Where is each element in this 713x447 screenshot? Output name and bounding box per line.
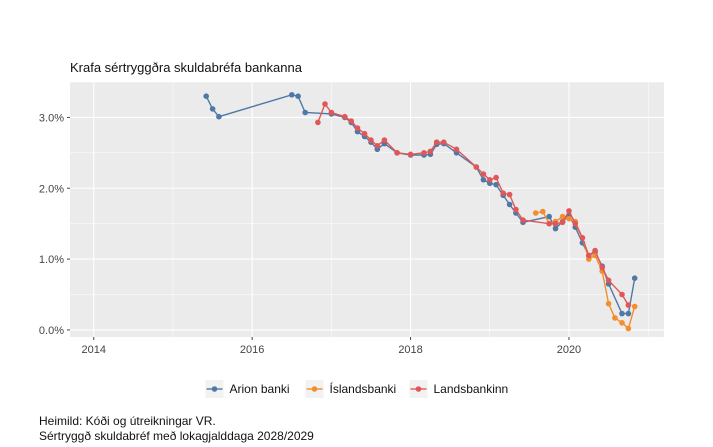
data-point bbox=[612, 315, 618, 321]
legend-key-point bbox=[311, 386, 318, 392]
data-point bbox=[625, 310, 632, 317]
data-point bbox=[473, 164, 480, 170]
data-point bbox=[559, 219, 566, 226]
data-point bbox=[552, 220, 559, 227]
y-tick-label: 1.0% bbox=[39, 254, 64, 266]
data-point bbox=[441, 139, 447, 145]
data-point bbox=[532, 210, 539, 216]
data-point bbox=[295, 93, 301, 99]
legend-label: Arion banki bbox=[230, 382, 290, 396]
grid-lines bbox=[70, 81, 664, 337]
legend-item: Íslandsbanki bbox=[305, 380, 397, 398]
data-point bbox=[625, 302, 632, 308]
data-point bbox=[599, 264, 605, 271]
data-point bbox=[322, 101, 328, 107]
legend-key-point bbox=[211, 386, 218, 392]
data-point bbox=[209, 106, 216, 112]
legend-label: Íslandsbanki bbox=[330, 381, 397, 396]
data-point bbox=[631, 303, 638, 310]
data-point bbox=[546, 213, 552, 220]
data-point bbox=[302, 109, 309, 116]
data-point bbox=[619, 320, 625, 326]
legend-label: Landsbankinn bbox=[434, 382, 509, 396]
series-layer bbox=[203, 92, 638, 332]
y-tick-label: 3.0% bbox=[39, 112, 64, 124]
data-point bbox=[394, 150, 400, 156]
data-point bbox=[619, 310, 625, 317]
data-point bbox=[566, 215, 572, 222]
data-point bbox=[513, 206, 519, 213]
data-point bbox=[289, 92, 295, 98]
data-point bbox=[506, 201, 513, 208]
series-2 bbox=[315, 101, 632, 308]
data-point bbox=[631, 275, 638, 282]
data-point bbox=[348, 118, 355, 124]
data-point bbox=[328, 109, 335, 116]
data-point bbox=[453, 146, 460, 153]
data-point bbox=[540, 208, 546, 215]
y-tick-label: 0.0% bbox=[39, 325, 64, 337]
data-point bbox=[552, 225, 559, 232]
legend-item: Arion banki bbox=[205, 380, 290, 398]
x-tick-label: 2020 bbox=[557, 344, 581, 356]
plot-panel bbox=[70, 82, 664, 337]
chart-title: Krafa sértryggðra skuldabréfa bankanna bbox=[70, 60, 303, 75]
data-point bbox=[421, 150, 427, 156]
data-point bbox=[374, 143, 381, 149]
data-point bbox=[368, 137, 374, 143]
x-tick-label: 2016 bbox=[240, 344, 264, 356]
data-point bbox=[493, 181, 499, 188]
data-point bbox=[566, 208, 572, 214]
data-point bbox=[315, 119, 321, 126]
data-note: Sértryggð skuldabréf með lokagjalddaga 2… bbox=[39, 429, 314, 443]
legend-key-point bbox=[415, 386, 422, 392]
data-point bbox=[493, 174, 499, 181]
data-point bbox=[480, 177, 487, 183]
data-point bbox=[625, 325, 632, 332]
data-point bbox=[605, 277, 612, 284]
data-point bbox=[427, 148, 434, 155]
source-note: Heimild: Kóði og útreikningar VR. bbox=[39, 414, 216, 428]
data-point bbox=[342, 113, 348, 120]
data-point bbox=[407, 151, 414, 158]
data-point bbox=[361, 130, 368, 137]
data-point bbox=[546, 220, 552, 227]
data-point bbox=[487, 177, 493, 183]
data-point bbox=[480, 171, 487, 177]
axis-ticks: 0.0% 1.0% 2.0% 3.0% 2014 2016 2018 2020 bbox=[39, 112, 581, 356]
data-point bbox=[579, 235, 586, 241]
data-point bbox=[216, 113, 222, 120]
data-point bbox=[605, 300, 612, 307]
data-point bbox=[433, 139, 440, 145]
data-point bbox=[559, 213, 566, 220]
data-point bbox=[586, 252, 592, 259]
data-point bbox=[381, 137, 388, 143]
legend-item: Landsbankinn bbox=[409, 380, 509, 398]
data-point bbox=[500, 190, 507, 196]
data-point bbox=[572, 220, 579, 227]
data-point bbox=[354, 125, 361, 131]
data-point bbox=[592, 247, 598, 254]
legend: Arion banki Íslandsbanki Landsbankinn bbox=[205, 380, 509, 398]
data-point bbox=[619, 291, 625, 298]
data-point bbox=[203, 93, 209, 99]
y-tick-label: 2.0% bbox=[39, 183, 64, 195]
data-point bbox=[506, 191, 513, 198]
x-tick-label: 2018 bbox=[398, 344, 422, 356]
x-tick-label: 2014 bbox=[82, 344, 106, 356]
data-point bbox=[520, 217, 526, 223]
